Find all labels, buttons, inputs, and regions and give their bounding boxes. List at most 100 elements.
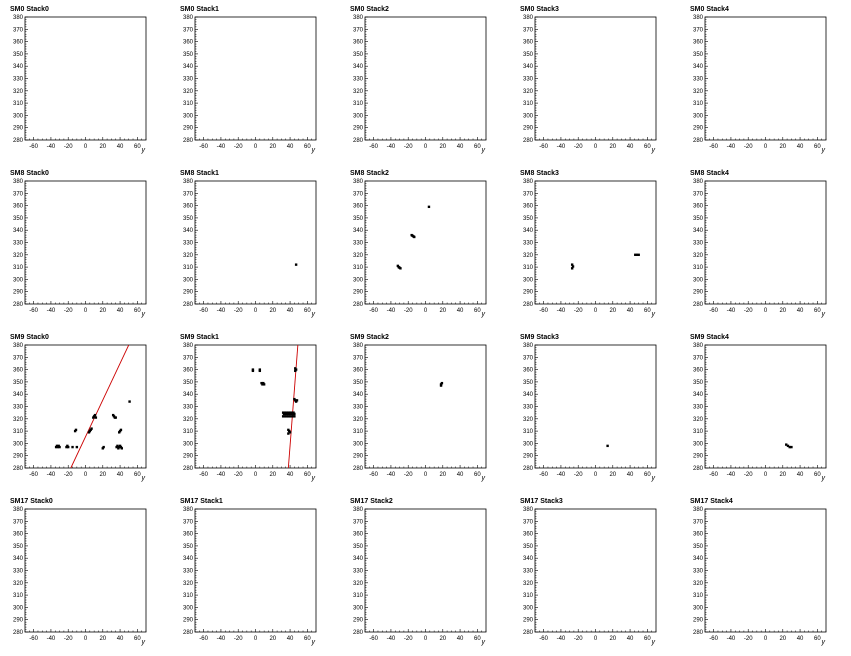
y-tick-label: 370: [523, 27, 534, 33]
data-point: [287, 428, 290, 432]
chart-panel: SM9 Stack1 280 290 300 310 320 330 340 350 360 370…: [170, 328, 340, 492]
y-tick-label: 300: [523, 441, 534, 447]
x-tick-label: -40: [217, 308, 226, 314]
y-tick-label: 380: [693, 179, 704, 185]
data-point: [92, 416, 95, 419]
y-tick-label: 300: [353, 605, 364, 611]
data-point: [101, 447, 104, 450]
y-tick-label: 380: [353, 179, 364, 185]
y-tick-label: 310: [13, 593, 24, 599]
x-axis-title: y: [141, 475, 146, 482]
x-tick-label: 40: [457, 636, 464, 642]
chart-title: SM17 Stack4: [690, 498, 733, 505]
y-tick-label: 380: [183, 15, 194, 21]
x-tick-label: 40: [287, 636, 294, 642]
x-tick-label: 20: [779, 308, 786, 314]
y-tick-label: 340: [183, 556, 194, 562]
x-tick-label: -40: [47, 636, 56, 642]
x-tick-label: -20: [574, 144, 583, 150]
plot-frame: [364, 344, 487, 469]
y-tick-label: 360: [353, 532, 364, 538]
chart-panel: SM17 Stack3 280 290 300 310 320 330 340 350 360 37…: [510, 492, 680, 656]
chart-svg: 280 290 300 310 320 330 340 350 360 370 380 -60 -40 -…: [183, 15, 317, 154]
data-point: [294, 400, 298, 403]
plot-frame: [24, 344, 147, 469]
x-tick-label: 40: [797, 308, 804, 314]
x-tick-label: -40: [387, 144, 396, 150]
data-point: [570, 267, 574, 270]
y-tick-label: 320: [183, 417, 194, 423]
y-tick-label: 380: [13, 343, 24, 349]
x-tick-label: 60: [304, 472, 311, 478]
data-point: [261, 383, 264, 386]
data-point: [287, 415, 290, 418]
x-tick-label: 40: [797, 636, 804, 642]
y-tick-label: 310: [13, 429, 24, 435]
y-tick-label: 280: [353, 466, 364, 472]
chart-title: SM9 Stack4: [690, 334, 729, 341]
data-point: [788, 445, 791, 449]
y-tick-label: 380: [523, 179, 534, 185]
data-point: [295, 399, 299, 402]
y-tick-label: 310: [183, 593, 194, 599]
plot-frame: [194, 508, 317, 633]
y-tick-label: 380: [353, 507, 364, 513]
data-point: [112, 415, 116, 418]
x-tick-label: 40: [797, 144, 804, 150]
data-point: [284, 412, 287, 416]
data-point: [114, 416, 117, 419]
data-point: [288, 412, 291, 416]
y-tick-label: 310: [183, 101, 194, 107]
data-point: [293, 412, 296, 416]
chart-svg: 280 290 300 310 320 330 340 350 360 370 380 -60 -40 -…: [693, 15, 827, 154]
y-tick-label: 330: [693, 77, 704, 83]
y-tick-label: 300: [693, 441, 704, 447]
data-point: [67, 445, 70, 449]
x-tick-label: 20: [439, 636, 446, 642]
y-tick-label: 280: [183, 630, 194, 636]
x-tick-label: 0: [594, 472, 598, 478]
x-tick-label: -20: [404, 144, 413, 150]
y-tick-label: 360: [523, 40, 534, 46]
chart-title: SM0 Stack2: [350, 6, 389, 13]
y-tick-label: 290: [13, 454, 24, 460]
data-point: [102, 445, 105, 449]
x-tick-label: 20: [609, 636, 616, 642]
x-axis-title: y: [311, 147, 316, 154]
x-tick-label: -60: [709, 308, 718, 314]
data-point: [260, 381, 263, 385]
data-point: [251, 369, 255, 373]
y-tick-label: 320: [693, 417, 704, 423]
y-tick-label: 340: [13, 64, 24, 70]
data-point: [396, 264, 400, 268]
data-point: [289, 412, 293, 416]
y-tick-label: 370: [353, 519, 364, 525]
y-tick-label: 370: [13, 355, 24, 361]
data-point: [118, 431, 121, 434]
y-tick-label: 300: [523, 113, 534, 119]
y-tick-label: 320: [523, 581, 534, 587]
y-tick-label: 330: [183, 569, 194, 575]
x-tick-label: 0: [764, 636, 768, 642]
y-tick-label: 280: [353, 302, 364, 308]
plot-frame: [704, 16, 827, 141]
y-tick-label: 370: [183, 355, 194, 361]
chart-panel: SM0 Stack3 280 290 300 310 320 330 340 350 360 370…: [510, 0, 680, 164]
plot-area: [570, 253, 640, 270]
y-tick-label: 380: [523, 507, 534, 513]
data-point: [251, 368, 255, 371]
y-tick-label: 380: [353, 343, 364, 349]
x-tick-label: -40: [47, 308, 56, 314]
x-tick-label: 60: [304, 144, 311, 150]
data-point: [288, 415, 292, 418]
data-point: [56, 445, 60, 449]
x-tick-label: -20: [574, 308, 583, 314]
x-tick-label: 40: [287, 308, 294, 314]
chart-svg: 280 290 300 310 320 330 340 350 360 370 380 -60 -40 -…: [183, 507, 317, 646]
x-axis-title: y: [651, 311, 656, 318]
x-tick-label: 0: [254, 472, 258, 478]
x-tick-label: 60: [814, 144, 821, 150]
chart-panel: SM8 Stack3 280 290 300 310 320 330 340 350 360 370…: [510, 164, 680, 328]
x-tick-label: 60: [304, 636, 311, 642]
y-tick-label: 350: [353, 216, 364, 222]
